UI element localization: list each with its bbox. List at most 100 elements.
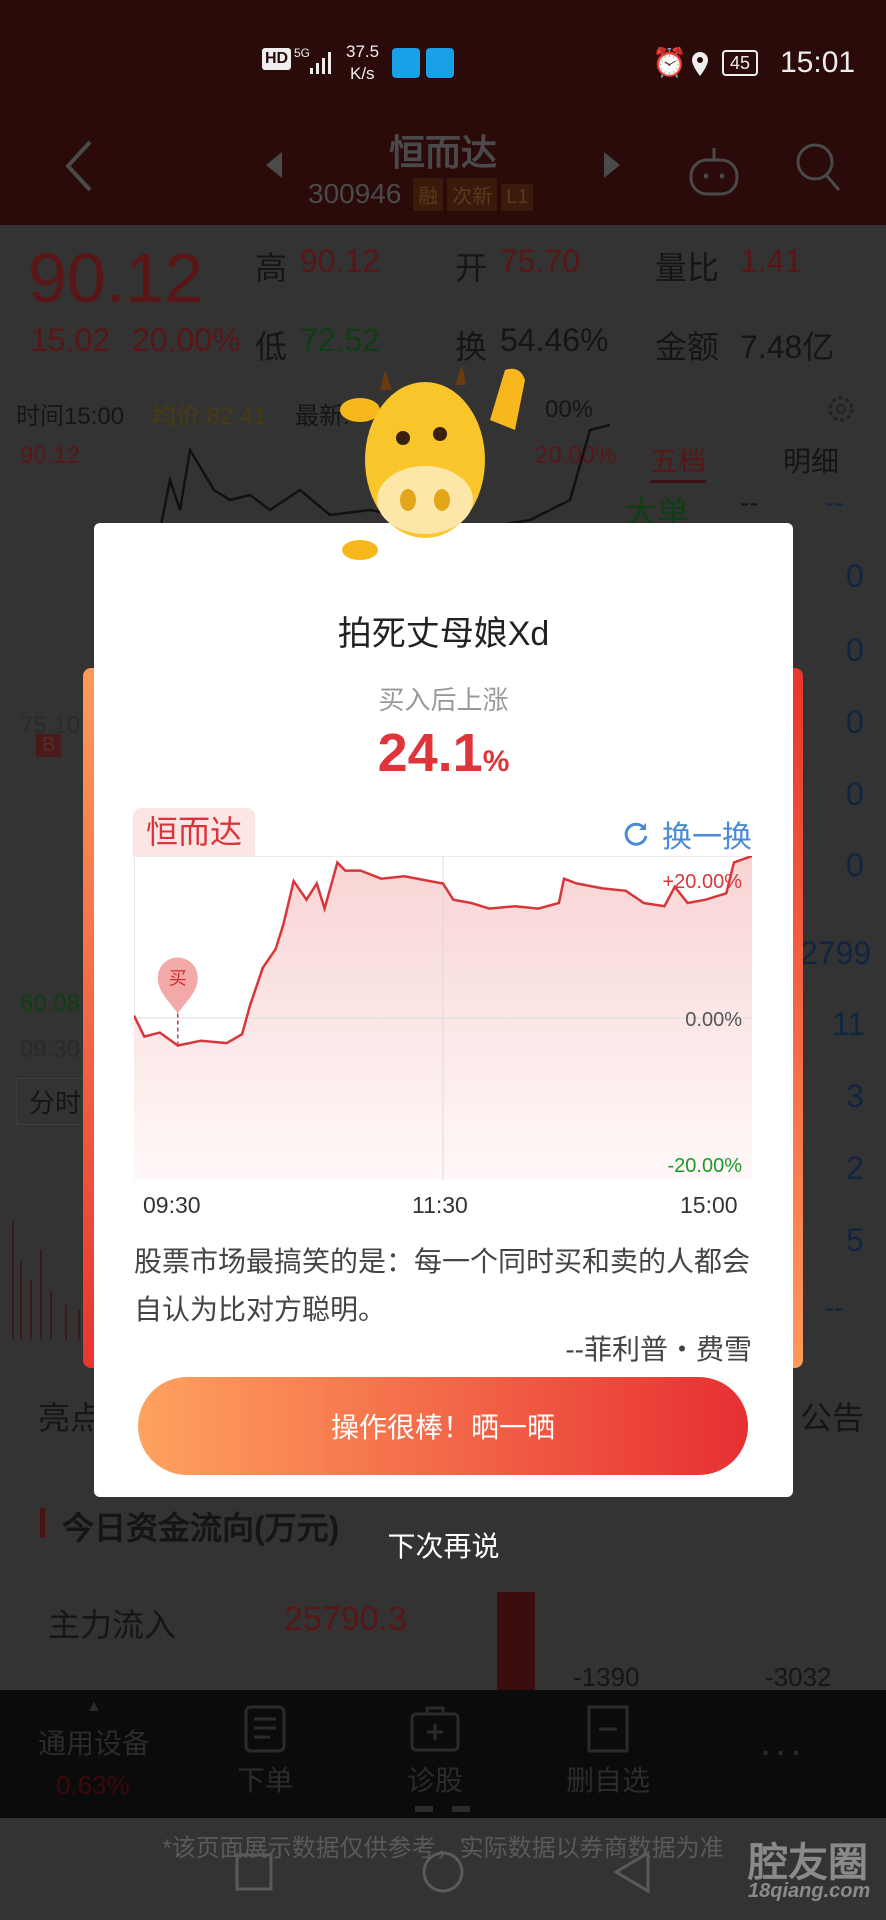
chart-time-start: 09:30 bbox=[20, 1036, 81, 1063]
order-value: 0 bbox=[846, 847, 864, 883]
app-notification-icon bbox=[392, 48, 420, 78]
more-icon[interactable]: ... bbox=[760, 1720, 806, 1764]
order-value: 0 bbox=[846, 632, 864, 668]
refresh-button[interactable]: 换一换 bbox=[622, 812, 752, 856]
tag-level: L1 bbox=[501, 184, 534, 211]
stock-header: 恒而达 300946 融次新 L1 bbox=[0, 130, 886, 225]
stock-tag: 恒而达 bbox=[133, 808, 255, 856]
page-indicator bbox=[452, 1806, 470, 1812]
main-inflow-value: 25790.3 bbox=[284, 1600, 407, 1638]
bottom-toolbar: ▲ 通用设备 0.63% 下单 诊股 删自选 ... bbox=[0, 1690, 886, 1818]
chart-latest-pct: 00% bbox=[545, 396, 594, 423]
y-tick-top: +20.00% bbox=[662, 871, 742, 893]
net-speed: 37.5 bbox=[346, 42, 380, 61]
app-notification-icon bbox=[426, 48, 454, 78]
low-value: 72.52 bbox=[300, 322, 381, 358]
disclaimer: *该页面展示数据仅供参考，实际数据以券商数据为准 bbox=[162, 1835, 724, 1862]
next-stock-icon[interactable] bbox=[602, 150, 622, 185]
robot-icon[interactable] bbox=[688, 140, 740, 201]
back-icon[interactable] bbox=[62, 138, 94, 199]
x-tick-end: 15:00 bbox=[680, 1192, 738, 1218]
stock-title: 恒而达 bbox=[388, 132, 497, 173]
gear-icon[interactable] bbox=[826, 394, 856, 429]
nav-home-icon[interactable] bbox=[421, 1850, 465, 1899]
order-value: 0 bbox=[846, 704, 864, 740]
trade-value: 3 bbox=[846, 1078, 864, 1114]
volume-ratio-value: 1.41 bbox=[740, 243, 803, 279]
order-label: 下单 bbox=[236, 1765, 293, 1796]
current-price: 90.12 bbox=[28, 239, 204, 317]
volume-bars bbox=[12, 1220, 80, 1340]
expand-up-icon[interactable]: ▲ bbox=[86, 1698, 102, 1715]
buy-marker-label: 买 bbox=[169, 969, 187, 989]
signal-icon bbox=[308, 50, 334, 81]
battery-icon: 45 bbox=[722, 50, 759, 76]
amount-label: 金额 bbox=[655, 329, 720, 365]
chart-y-top: 90.12 bbox=[20, 442, 81, 469]
tab-announcements[interactable]: 公告 bbox=[800, 1400, 865, 1436]
big-order-value: -- bbox=[740, 487, 759, 518]
hd-icon: HD bbox=[262, 48, 292, 70]
watermark-url: 18qiang.com bbox=[748, 1880, 871, 1902]
stock-code: 300946 bbox=[308, 178, 402, 209]
remove-watchlist-button[interactable]: 删自选 bbox=[558, 1704, 658, 1799]
refresh-icon bbox=[624, 822, 648, 846]
search-icon[interactable] bbox=[795, 142, 843, 199]
order-value: 0 bbox=[846, 776, 864, 812]
trade-value: 5 bbox=[846, 1222, 864, 1258]
network-label: 5G bbox=[294, 46, 311, 60]
section-marker bbox=[40, 1508, 45, 1538]
prev-stock-icon[interactable] bbox=[264, 150, 284, 185]
amount-value: 7.48亿 bbox=[740, 329, 835, 365]
page-indicator bbox=[415, 1806, 433, 1812]
document-icon bbox=[244, 1705, 286, 1753]
gain-unit: % bbox=[482, 745, 510, 778]
flow-bar-label: -3032 bbox=[765, 1662, 832, 1692]
quote-author: --菲利普・费雪 bbox=[565, 1334, 752, 1365]
share-button[interactable]: 操作很棒！晒一晒 bbox=[138, 1377, 748, 1475]
intraday-chart: 买 +20.00% 0.00% -20.00% bbox=[134, 856, 752, 1180]
username: 拍死丈母娘Xd bbox=[337, 615, 550, 653]
diagnose-button[interactable]: 诊股 bbox=[400, 1704, 470, 1799]
dismiss-button[interactable]: 下次再说 bbox=[387, 1531, 500, 1562]
x-tick-start: 09:30 bbox=[143, 1192, 201, 1218]
tab-order-book[interactable]: 五档 bbox=[650, 440, 707, 483]
gain-value: 24.1 bbox=[377, 723, 483, 783]
main-inflow-label: 主力流入 bbox=[48, 1607, 177, 1643]
sector-label[interactable]: 通用设备 bbox=[38, 1728, 151, 1759]
quote-text: 股票市场最搞笑的是：每一个同时买和卖的人都会自认为比对方聪明。 bbox=[134, 1246, 751, 1325]
net-speed-unit: K/s bbox=[350, 64, 375, 83]
minus-box-icon bbox=[587, 1705, 629, 1753]
status-bar: HD 5G 37.5 K/s ⏰ 45 15:01 bbox=[0, 0, 886, 130]
high-value: 90.12 bbox=[300, 243, 381, 279]
volume-ratio-label: 量比 bbox=[655, 250, 720, 286]
high-label: 高 bbox=[255, 250, 288, 286]
buy-marker: B bbox=[36, 734, 62, 757]
x-tick-mid: 11:30 bbox=[412, 1192, 468, 1218]
trade-value: 11 bbox=[832, 1006, 866, 1042]
order-button[interactable]: 下单 bbox=[230, 1704, 300, 1799]
trade-value: -- bbox=[825, 1292, 844, 1323]
gain-display: 24.1% bbox=[94, 722, 793, 784]
medical-kit-icon bbox=[410, 1706, 460, 1752]
location-icon bbox=[690, 50, 710, 83]
sector-pct: 0.63% bbox=[56, 1770, 130, 1800]
refresh-label: 换一换 bbox=[662, 821, 752, 854]
price-line bbox=[134, 856, 752, 1047]
stock-code-row: 300946 融次新 L1 bbox=[308, 178, 534, 211]
tab-trade-detail[interactable]: 明细 bbox=[783, 446, 840, 477]
price-change: 15.02 bbox=[30, 322, 111, 358]
open-value: 75.70 bbox=[500, 243, 581, 279]
nav-back-icon[interactable] bbox=[612, 1850, 652, 1899]
y-tick-zero: 0.00% bbox=[685, 1009, 742, 1031]
y-tick-bottom: -20.00% bbox=[668, 1155, 743, 1177]
low-label: 低 bbox=[255, 329, 288, 365]
order-value: 0 bbox=[846, 558, 864, 594]
volume-value: 2799 bbox=[800, 935, 872, 971]
nav-recents-icon[interactable] bbox=[234, 1852, 274, 1897]
tab-highlights[interactable]: 亮点 bbox=[38, 1400, 103, 1436]
alarm-icon: ⏰ bbox=[652, 47, 687, 78]
open-label: 开 bbox=[455, 250, 488, 286]
turnover-label: 换 bbox=[455, 329, 488, 365]
turnover-value: 54.46% bbox=[500, 322, 609, 358]
